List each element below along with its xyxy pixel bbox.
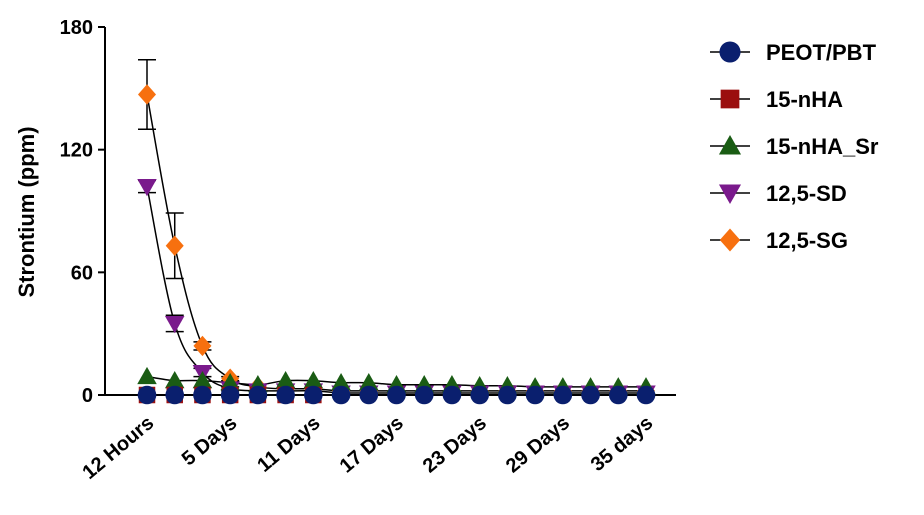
data-point	[498, 385, 517, 405]
data-point	[442, 385, 462, 405]
y-tick-label: 120	[60, 140, 93, 162]
data-point	[414, 385, 434, 405]
data-point	[220, 372, 240, 391]
data-point	[581, 385, 600, 405]
data-point	[165, 235, 184, 256]
data-point	[193, 335, 212, 357]
legend-label: 12,5-SG	[766, 228, 848, 253]
error-bars	[138, 58, 240, 392]
x-tick-label: 5 Days	[178, 412, 242, 470]
data-point	[359, 372, 379, 391]
legend-label: 12,5-SD	[766, 181, 847, 206]
data-point	[525, 385, 545, 405]
y-tick-label: 180	[60, 17, 93, 39]
y-axis-title: Strontium (ppm)	[14, 126, 39, 297]
data-point	[137, 366, 157, 385]
data-point	[331, 372, 351, 391]
data-point	[276, 385, 295, 405]
legend-label: PEOT/PBT	[766, 40, 877, 65]
x-tick-label: 11 Days	[253, 412, 324, 477]
y-tick-label: 60	[71, 262, 93, 284]
series-lines	[146, 94, 646, 396]
legend-marker	[720, 89, 740, 109]
legend-marker	[719, 41, 741, 63]
data-point	[636, 385, 656, 405]
x-tick-label: 23 Days	[419, 412, 491, 477]
data-point	[304, 385, 323, 405]
series-line-4	[146, 94, 646, 392]
data-point	[248, 385, 268, 405]
data-point	[359, 385, 379, 405]
legend-label: 15-nHA_Sr	[766, 134, 879, 159]
data-point	[303, 370, 324, 389]
data-point	[138, 84, 156, 105]
data-point	[220, 385, 240, 405]
legend-marker	[718, 184, 742, 205]
data-point	[275, 370, 296, 389]
data-point	[137, 385, 157, 405]
x-tick-label: 17 Days	[336, 412, 408, 477]
data-point	[470, 385, 489, 405]
data-point	[192, 370, 213, 389]
data-point	[164, 370, 185, 389]
data-point	[553, 385, 573, 405]
data-point	[164, 315, 185, 334]
data-point	[387, 385, 406, 405]
legend-label: 15-nHA	[766, 87, 843, 112]
data-point	[331, 385, 351, 405]
legend: PEOT/PBT 15-nHA 15-nHA_Sr 12,5-SD 12,5-SG	[710, 40, 879, 253]
legend-marker	[719, 228, 741, 252]
data-point	[165, 385, 185, 405]
x-tick-label: 29 Days	[502, 412, 574, 477]
x-tick-label: 12 Hours	[79, 412, 159, 484]
axes: 0 60 120 180 12 Hours 5 Days 11 Days 17 Days 23 …	[60, 17, 676, 484]
data-points	[137, 84, 656, 405]
data-point	[193, 385, 212, 405]
data-point	[608, 385, 628, 405]
legend-marker	[718, 134, 742, 155]
x-tick-label: 35 days	[587, 412, 657, 476]
data-point	[137, 178, 157, 197]
y-tick-label: 0	[82, 385, 93, 407]
series-line-3	[146, 186, 646, 394]
